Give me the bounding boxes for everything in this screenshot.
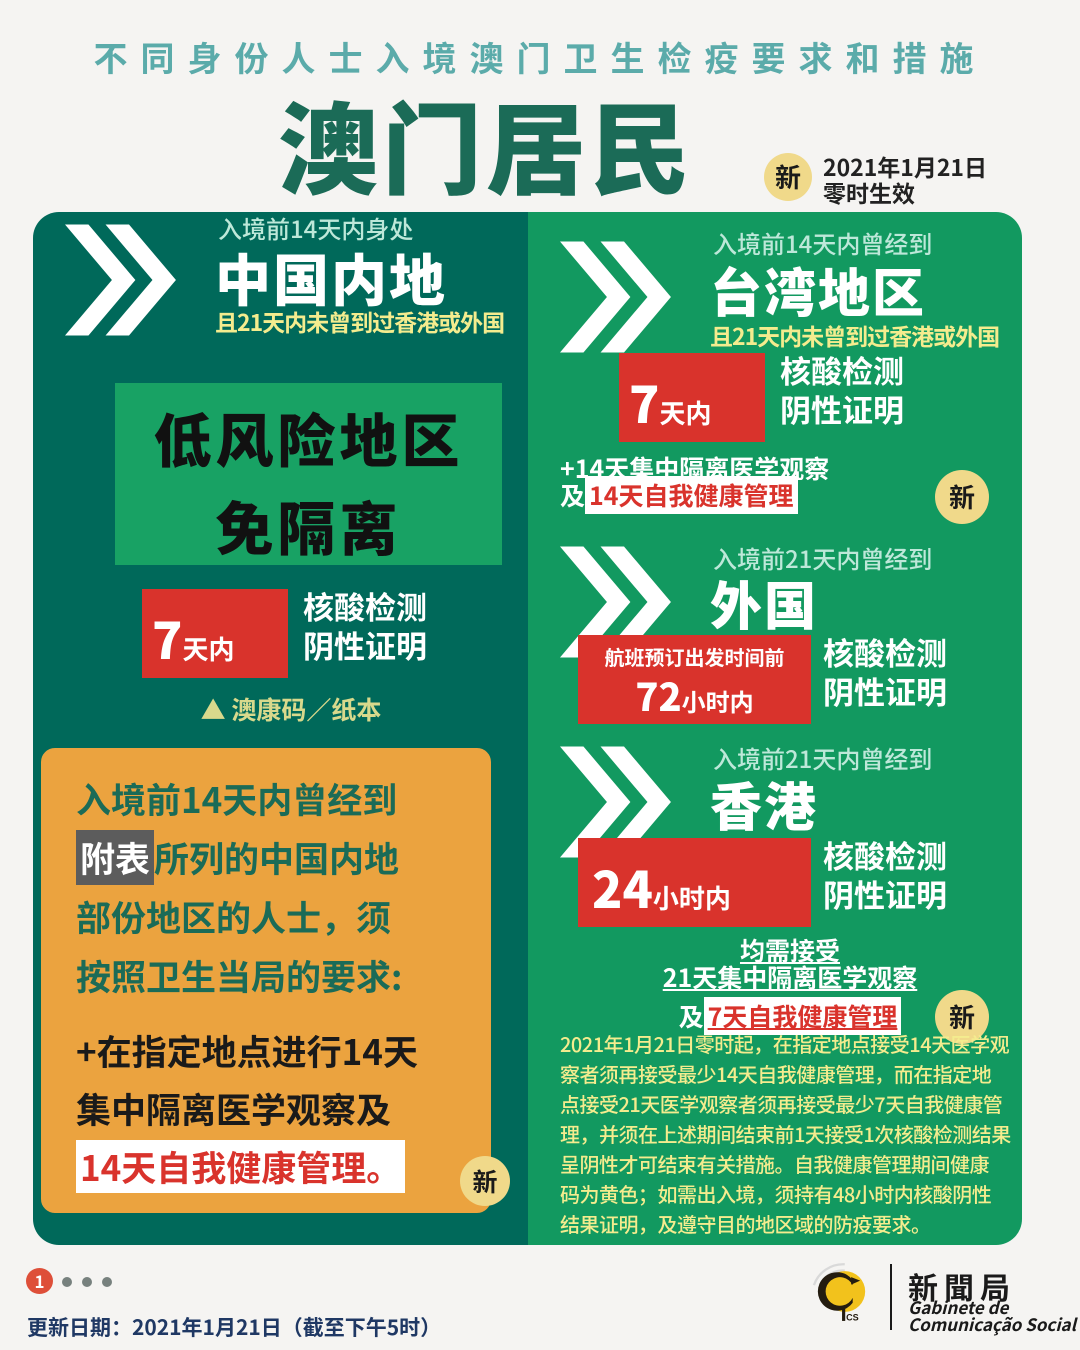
- svg-text:CS: CS: [846, 1312, 859, 1322]
